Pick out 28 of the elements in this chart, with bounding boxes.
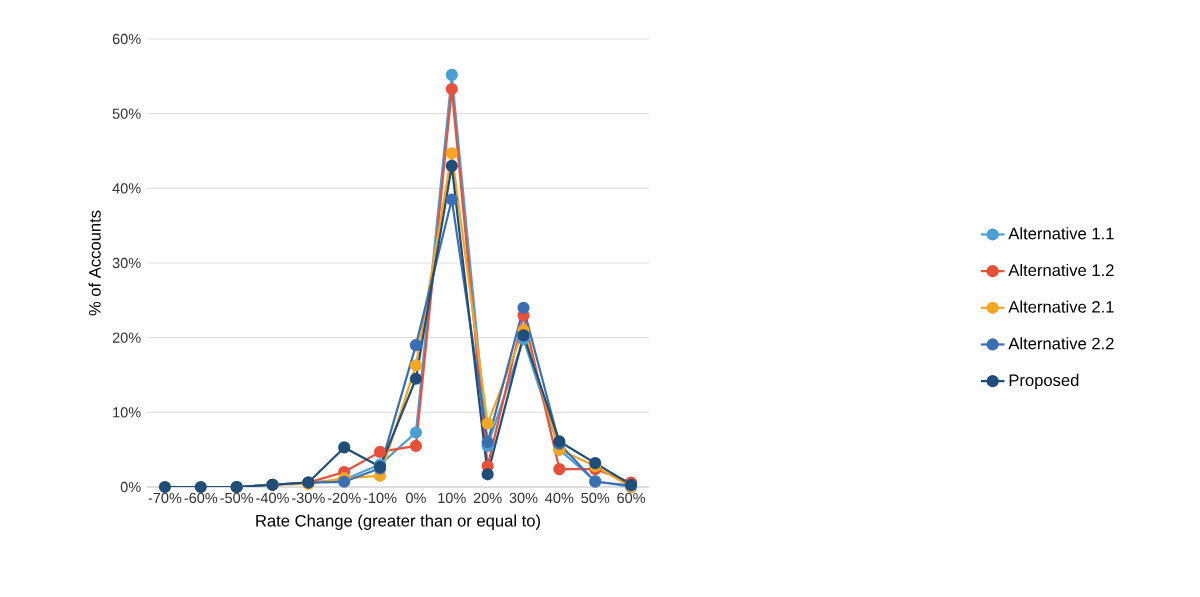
legend-label: Proposed — [1009, 373, 1079, 390]
x-tick-label: 0% — [406, 492, 426, 504]
legend-label: Alternative 1.2 — [1008, 263, 1114, 277]
x-tick-label: -10% — [363, 492, 397, 504]
x-tick-label: 60% — [617, 492, 646, 504]
y-axis-title: % of Accounts — [88, 210, 101, 316]
x-tick-label: -30% — [292, 492, 325, 504]
x-tick-label: -60% — [184, 492, 218, 504]
x-tick-label: 10% — [438, 492, 466, 504]
x-tick-label: 20% — [473, 492, 502, 504]
legend-label: Alternative 2.2 — [1008, 337, 1114, 350]
legend-label: Alternative 2.1 — [1008, 300, 1114, 313]
y-tick-label: 50% — [112, 108, 141, 119]
y-tick-label: 20% — [112, 332, 141, 343]
y-tick-label: 30% — [112, 257, 141, 269]
y-tick-label: 10% — [113, 407, 141, 418]
x-tick-label: -20% — [327, 492, 361, 504]
y-tick-label: 0% — [120, 481, 141, 493]
x-tick-label: 50% — [581, 492, 610, 504]
x-axis-title: Rate Change (greater than or equal to) — [256, 514, 540, 530]
x-tick-label: 40% — [545, 492, 574, 504]
x-tick-label: -40% — [256, 492, 289, 504]
legend-label: Alternative 1.1 — [1008, 227, 1114, 240]
x-tick-label: 30% — [509, 492, 538, 504]
y-tick-label: 40% — [112, 183, 141, 194]
x-tick-label: -50% — [220, 492, 254, 504]
y-tick-label: 60% — [112, 33, 141, 45]
x-tick-label: -70% — [148, 492, 182, 504]
